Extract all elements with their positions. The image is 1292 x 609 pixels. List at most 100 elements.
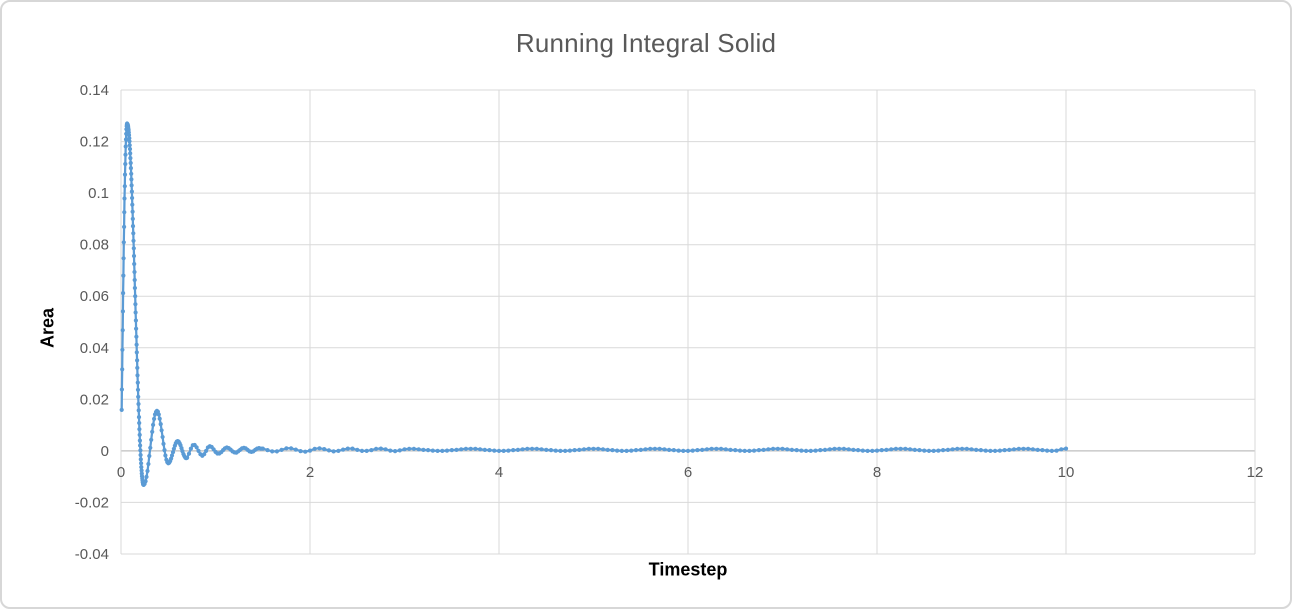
series-marker [889,447,894,452]
y-tick-label: 0.02 [80,391,109,408]
series-marker [130,209,135,214]
series-marker [120,309,125,314]
series-marker [157,416,162,421]
series-marker [681,448,686,453]
series-marker [149,437,154,442]
series-marker [158,422,163,427]
series-marker [138,457,143,462]
series-marker [955,446,960,451]
series-marker [960,446,965,451]
series-marker [662,447,667,452]
series-marker [119,387,124,392]
series-marker [704,447,710,452]
series-marker [303,449,308,454]
series-marker [818,448,823,453]
series-marker [147,453,152,459]
series-marker [544,447,549,452]
series-marker [169,453,175,458]
series-marker [652,446,658,451]
series-marker [383,447,388,452]
series-marker [135,373,140,378]
series-marker [421,447,426,452]
series-marker [525,446,530,451]
series-marker [132,261,137,267]
series-marker [122,224,127,229]
series-marker [1059,447,1064,452]
series-marker [804,448,809,453]
series-marker [860,448,865,453]
series-marker [128,156,133,161]
series-marker [553,448,558,453]
series-marker [563,448,568,453]
y-tick-label: 0.14 [80,82,109,99]
series-marker [128,151,133,156]
series-marker [374,446,379,451]
series-marker [1026,446,1031,451]
series-marker [478,447,483,452]
series-marker [138,452,143,458]
series-marker [870,448,875,453]
series-marker [695,448,700,453]
series-marker [188,446,193,451]
series-marker [136,408,141,413]
series-marker [709,446,714,451]
chart-title: Running Integral Solid [515,28,777,58]
series-marker [747,448,752,453]
series-marker [120,367,125,372]
series-marker [723,447,728,452]
series-marker [134,342,139,347]
series-marker [922,448,927,453]
series-marker [1030,447,1035,452]
series-marker [506,448,511,453]
series-marker [931,448,936,453]
series-marker [841,446,847,451]
x-tick-label: 6 [684,464,692,481]
series-marker [369,448,374,453]
series-marker [752,448,757,453]
series-marker [127,146,133,152]
series-marker [1049,448,1054,453]
series-marker [145,468,150,474]
series-marker [144,474,149,479]
series-marker [129,183,134,188]
series-marker [822,447,828,452]
series-marker [1040,448,1045,453]
series-marker [122,196,127,201]
series-marker [129,189,134,194]
series-marker [131,238,136,243]
series-marker [121,273,126,278]
series-marker [974,447,979,452]
series-marker [440,448,445,453]
series-marker [121,256,126,261]
series-marker [837,446,842,451]
series-marker [808,448,813,453]
series-marker [459,447,464,452]
series-marker [402,447,407,452]
series-marker [496,448,502,453]
series-marker [163,453,168,458]
series-marker [260,446,265,451]
series-marker [600,447,606,452]
series-marker [936,448,941,453]
series-marker [567,448,573,453]
series-marker [355,447,360,452]
series-marker [596,446,601,451]
series-marker [667,447,672,452]
series-marker [624,448,629,453]
series-marker [463,446,468,451]
y-tick-label: 0.04 [80,340,109,357]
series-marker [700,447,705,452]
series-marker [135,387,141,392]
series-marker [127,139,132,144]
series-marker [908,447,913,452]
series-marker [629,448,634,453]
series-marker [1016,446,1021,451]
x-tick-label: 0 [117,464,125,481]
series-marker [473,446,478,451]
series-marker [454,447,459,452]
series-marker [633,448,639,453]
series-marker [121,240,126,245]
series-marker [136,415,142,420]
series-marker [785,447,790,452]
